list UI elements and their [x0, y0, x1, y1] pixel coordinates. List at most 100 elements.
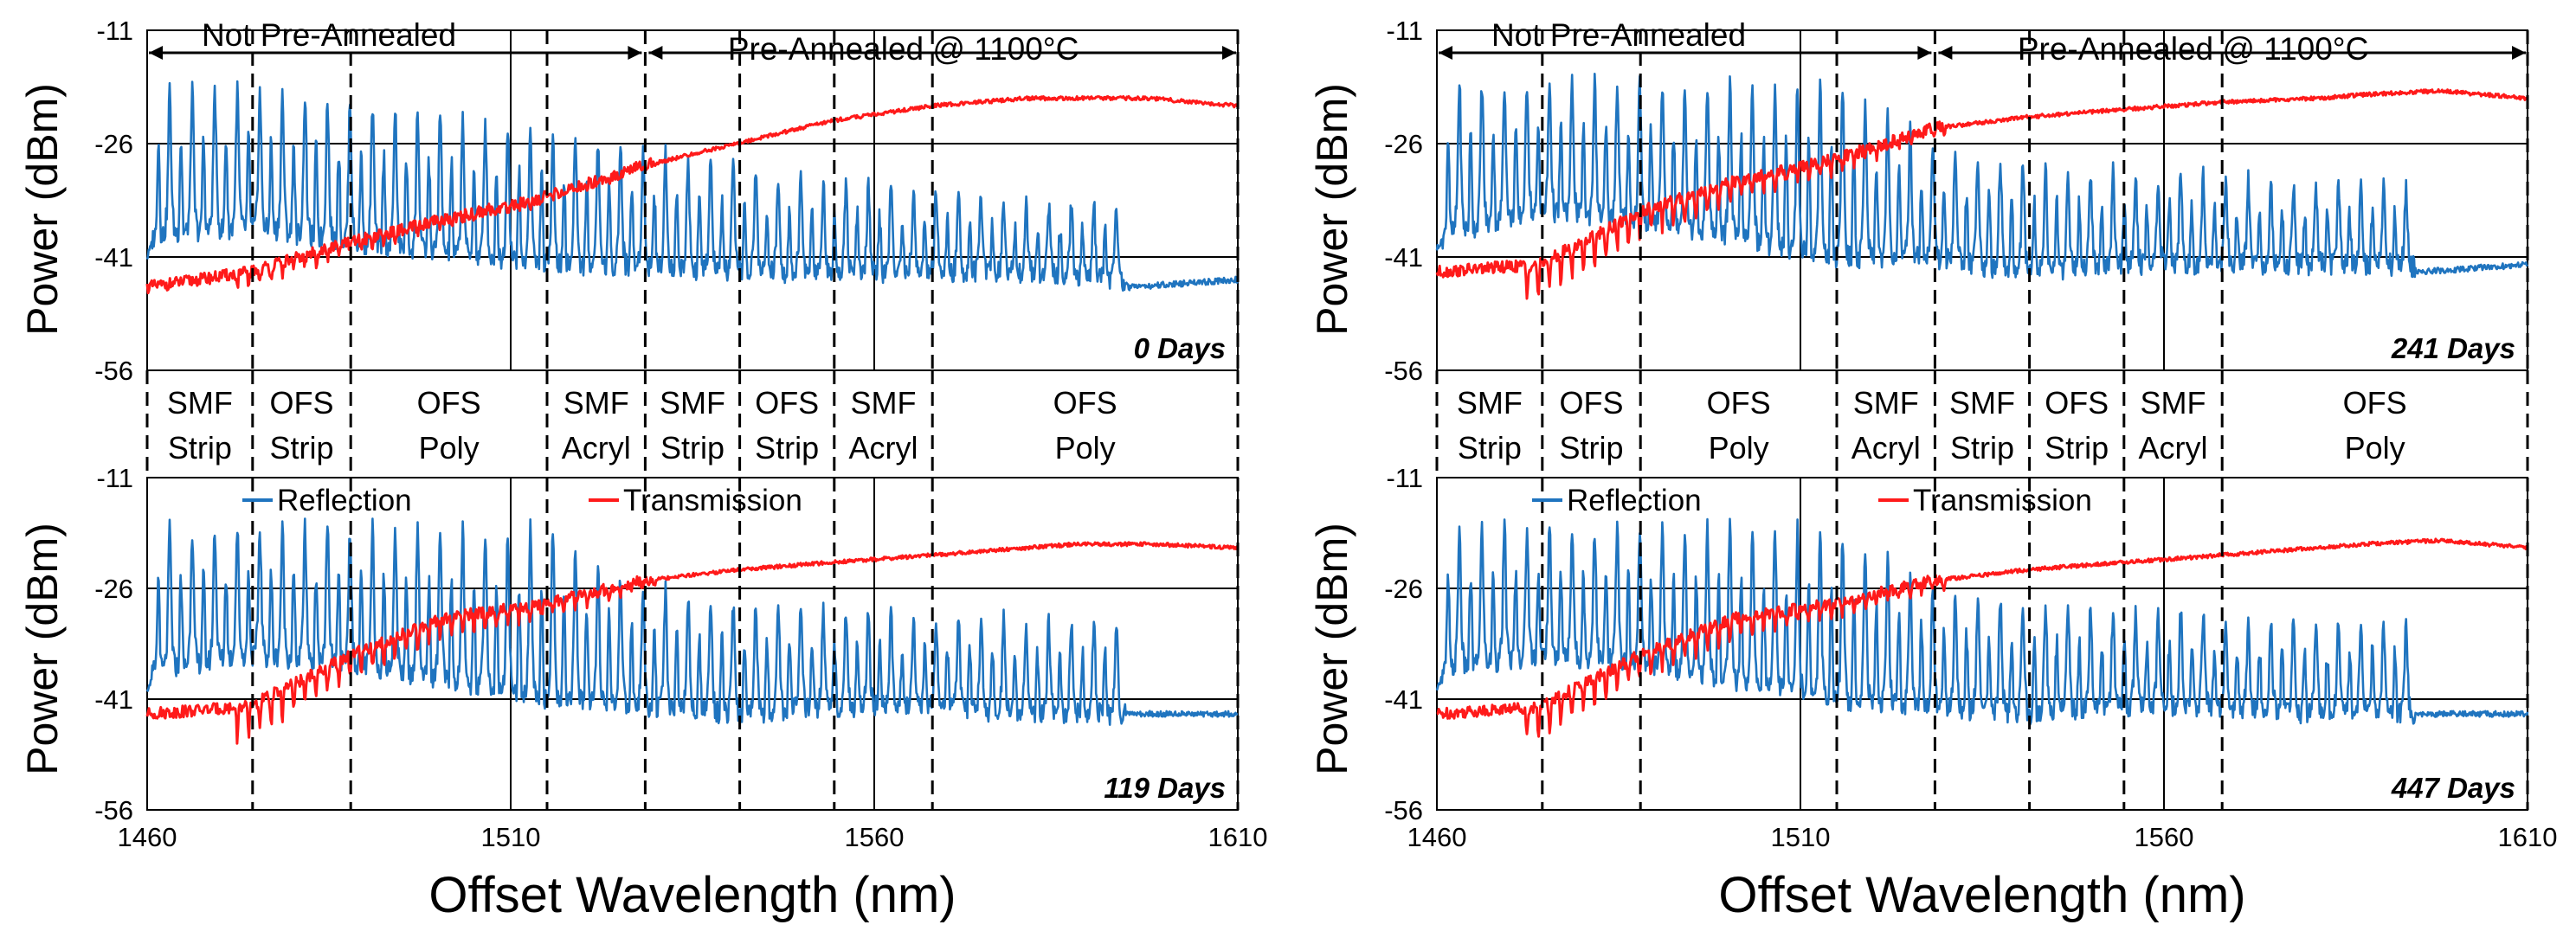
segment-label-line2: Acryl [2139, 430, 2208, 466]
segment-label-line2: Acryl [1852, 430, 1921, 466]
x-tick-label: 1560 [845, 822, 905, 852]
y-tick-label: -41 [94, 684, 133, 715]
y-tick-label: -11 [1386, 16, 1423, 46]
legend-label-transmission: Transmission [1913, 484, 2092, 517]
reflection-series [1435, 73, 2529, 281]
days-annotation: 241 Days [2391, 332, 2515, 364]
x-tick-label: 1610 [1208, 822, 1268, 852]
segment-label-line1: OFS [755, 385, 819, 421]
days-annotation: 119 Days [1104, 772, 1226, 804]
y-tick-label: -56 [94, 356, 133, 386]
x-tick-label: 1460 [118, 822, 177, 852]
y-tick-label: -41 [94, 242, 133, 273]
legend-label-reflection: Reflection [1567, 484, 1702, 517]
left-figure-column: -11 -26 -41 -56 0 Days Not Pre-Annealed Pre-An… [18, 16, 1267, 923]
y-tick-label: -26 [1384, 129, 1423, 159]
fiber-segment-band-right: SMF Strip OFS Strip OFS Poly SMF Acryl SMF Strip O… [1435, 370, 2529, 478]
segment-label-line2: Strip [1950, 430, 2014, 466]
plot-frame [1436, 477, 2528, 811]
right-figure-column: -11 -26 -41 -56 241 Days Not Pre-Annealed Pre-… [1308, 16, 2557, 923]
reflection-series [1435, 517, 2529, 726]
reflection-series [145, 517, 1239, 727]
segment-label-line2: Strip [660, 430, 724, 466]
y-tick-label: -41 [1384, 242, 1423, 273]
plot-0-days: -11 -26 -41 -56 0 Days Not Pre-Annealed Pre-An… [94, 16, 1240, 386]
segment-label-line1: OFS [1053, 385, 1117, 421]
segment-label-line2: Poly [1055, 430, 1116, 466]
y-axis-label-top-left: Power (dBm) [18, 83, 67, 336]
section-label-pre-annealed: Pre-Annealed @ 1100°C [2018, 31, 2368, 67]
segment-label-line2: Poly [2345, 430, 2405, 466]
section-label-pre-annealed: Pre-Annealed @ 1100°C [728, 31, 1079, 67]
section-label-not-annealed: Not Pre-Annealed [202, 17, 456, 53]
x-tick-label: 1510 [481, 822, 541, 852]
section-arrowhead [1938, 46, 1953, 60]
x-axis-label-left: Offset Wavelength (nm) [428, 867, 956, 923]
segment-label-line2: Acryl [849, 430, 918, 466]
days-annotation: 0 Days [1134, 332, 1226, 364]
segment-label-line2: Strip [755, 430, 819, 466]
y-tick-label: -26 [94, 574, 133, 604]
plot-frame [146, 29, 1239, 371]
segment-label-line2: Strip [168, 430, 232, 466]
section-arrowhead [648, 46, 663, 60]
plot-frame [146, 477, 1239, 811]
legend-label-transmission: Transmission [623, 484, 802, 517]
y-tick-label: -11 [96, 463, 133, 493]
fiber-segment-band-left: SMF Strip OFS Strip OFS Poly SMF Acryl SMF Strip O… [145, 370, 1240, 478]
segment-label-line1: SMF [1853, 385, 1919, 421]
y-axis-label-top-right: Power (dBm) [1308, 83, 1356, 336]
plot-119-days: -11 -26 -41 -56 119 Days 1460 1510 1560 1610 Refl… [94, 463, 1267, 852]
plot-frame [1436, 29, 2528, 371]
section-arrowhead [628, 46, 642, 60]
legend-label-reflection: Reflection [277, 484, 412, 517]
segment-label-line1: OFS [269, 385, 333, 421]
segment-label-line1: SMF [660, 385, 725, 421]
section-arrowhead [1222, 46, 1236, 60]
segment-label-line1: SMF [167, 385, 233, 421]
x-tick-label: 1510 [1771, 822, 1831, 852]
segment-label-line1: SMF [1457, 385, 1523, 421]
plot-447-days: -11 -26 -41 -56 447 Days 1460 1510 1560 1610 Refl… [1384, 463, 2557, 852]
transmission-series [145, 94, 1240, 295]
segment-label-line2: Poly [1709, 430, 1769, 466]
segment-label-line1: OFS [2045, 385, 2109, 421]
days-annotation: 447 Days [2391, 772, 2515, 804]
section-arrowhead [149, 46, 163, 60]
segment-label-line1: OFS [1707, 385, 1771, 421]
reflection-series [145, 80, 1240, 292]
section-label-not-annealed: Not Pre-Annealed [1491, 17, 1746, 53]
segment-label-line2: Strip [1458, 430, 1522, 466]
x-tick-label: 1560 [2135, 822, 2194, 852]
segment-label-line1: SMF [2141, 385, 2206, 421]
y-tick-label: -11 [96, 16, 133, 46]
segment-label-line1: SMF [1949, 385, 2015, 421]
segment-label-line2: Strip [269, 430, 333, 466]
y-tick-label: -26 [94, 129, 133, 159]
segment-label-line2: Acryl [562, 430, 631, 466]
plot-241-days: -11 -26 -41 -56 241 Days Not Pre-Annealed Pre-… [1384, 16, 2529, 386]
y-axis-label-bottom-right: Power (dBm) [1308, 523, 1356, 775]
y-tick-label: -41 [1384, 684, 1423, 715]
y-tick-label: -11 [1386, 463, 1423, 493]
section-arrowhead [1917, 46, 1932, 60]
segment-label-line1: SMF [851, 385, 917, 421]
x-tick-label: 1610 [2498, 822, 2558, 852]
segment-label-line1: OFS [2343, 385, 2407, 421]
segment-label-line2: Strip [1559, 430, 1623, 466]
y-tick-label: -56 [1384, 356, 1423, 386]
segment-label-line2: Strip [2045, 430, 2109, 466]
x-axis-label-right: Offset Wavelength (nm) [1718, 867, 2245, 923]
transmission-series [1436, 537, 2529, 738]
segment-label-line1: OFS [1559, 385, 1623, 421]
y-tick-label: -26 [1384, 574, 1423, 604]
segment-label-line1: OFS [417, 385, 481, 421]
segment-label-line2: Poly [419, 430, 480, 466]
section-arrowhead [2512, 46, 2526, 60]
transmission-series [145, 541, 1240, 745]
section-arrowhead [1439, 46, 1452, 60]
y-axis-label-bottom-left: Power (dBm) [18, 523, 67, 775]
y-tick-label: -56 [1384, 795, 1423, 825]
segment-label-line1: SMF [564, 385, 629, 421]
